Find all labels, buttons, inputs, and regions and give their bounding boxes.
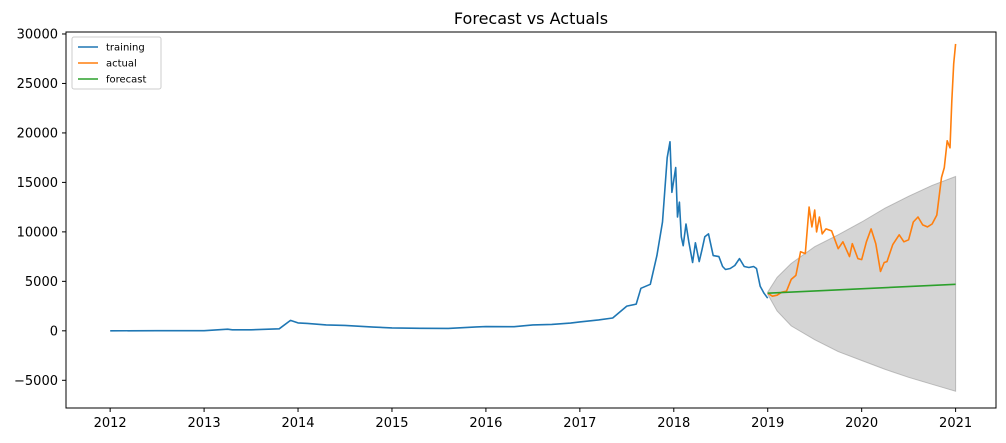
y-tick-label-30000: 30000 <box>17 27 58 42</box>
y-tick-label-15000: 15000 <box>17 176 58 191</box>
x-tick-label-2012: 2012 <box>94 416 127 431</box>
confidence-band-layer <box>767 175 957 392</box>
series-line-training <box>110 141 769 332</box>
series-line-forecast <box>767 283 956 294</box>
y-tick-label-0: 0 <box>50 324 58 339</box>
y-axis: −5000 0 5000 10000 15000 20000 25000 30000 <box>14 27 66 389</box>
x-tick-label-2021: 2021 <box>939 416 972 431</box>
series-layer <box>110 43 957 332</box>
x-tick-label-2014: 2014 <box>281 416 314 431</box>
x-tick-label-2019: 2019 <box>751 416 784 431</box>
legend-label-forecast: forecast <box>106 75 147 86</box>
x-tick-label-2016: 2016 <box>469 416 502 431</box>
y-tick-label-20000: 20000 <box>17 126 58 141</box>
legend-label-training: training <box>106 43 145 54</box>
legend-label-actual: actual <box>106 59 137 70</box>
x-tick-label-2013: 2013 <box>188 416 221 431</box>
y-tick-label-10000: 10000 <box>17 225 58 240</box>
y-tick-label--5000: −5000 <box>14 374 58 389</box>
x-tick-label-2020: 2020 <box>845 416 878 431</box>
y-tick-label-25000: 25000 <box>17 77 58 92</box>
x-tick-label-2018: 2018 <box>657 416 690 431</box>
x-tick-label-2017: 2017 <box>563 416 596 431</box>
legend-box <box>71 36 162 90</box>
confidence-band <box>767 175 957 392</box>
chart-title: Forecast vs Actuals <box>454 9 608 28</box>
plot-frame <box>65 31 997 409</box>
y-tick-label-5000: 5000 <box>25 275 58 290</box>
series-line-actual <box>767 43 957 298</box>
x-axis: 2012 2013 2014 2015 2016 2017 2018 2019 2020 2021 <box>94 408 972 431</box>
x-tick-label-2015: 2015 <box>375 416 408 431</box>
legend: training actual forecast <box>71 36 162 90</box>
